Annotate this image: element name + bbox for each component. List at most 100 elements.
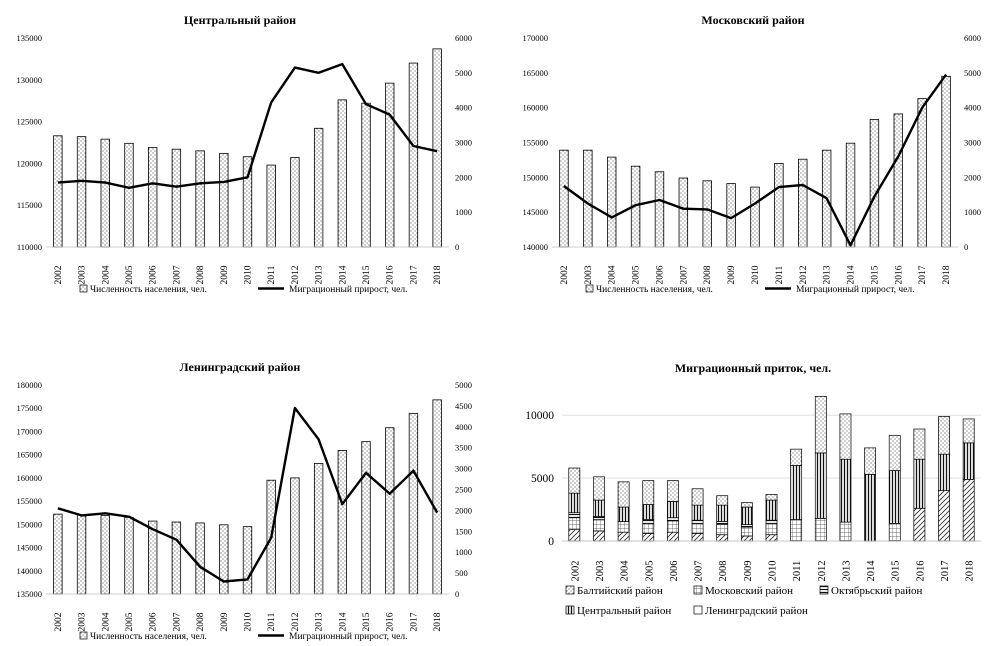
x-tick-label: 2009 [727,265,737,284]
population-bar [313,127,324,248]
stacked-bar-segment [790,519,803,542]
x-tick-label: 2014 [847,265,857,284]
x-tick-label: 2010 [751,265,761,284]
legend-swatch [819,585,829,595]
x-tick-label: 2014 [338,265,348,284]
x-tick-label: 2002 [54,612,64,631]
population-bar [337,99,347,248]
stacked-bar-segment [691,533,704,542]
y-left-tick-label: 150000 [523,172,549,182]
x-tick-label: 2007 [172,265,182,284]
y-right-tick-label: 3000 [455,138,472,148]
legend-label: Миграционный прирост, чел. [289,631,408,642]
chart-title: Ленинградский район [180,360,301,374]
x-tick-label: 2009 [220,265,230,284]
population-bar [750,186,760,248]
y-right-tick-label: 1000 [964,207,981,217]
population-bar [148,520,158,595]
x-tick-label: 2002 [560,265,570,284]
stacked-bar-segment [814,395,827,454]
stacked-bar-segment [593,530,605,542]
legend-label: Миграционный прирост, чел. [289,284,408,295]
y-right-tick-label: 0 [455,242,459,252]
y-right-tick-label: 1000 [455,547,472,557]
y-left-tick-label: 140000 [523,242,549,252]
x-tick-label: 2003 [78,265,88,284]
population-bar [774,162,784,248]
x-tick-label: 2014 [338,612,348,631]
y-left-tick-label: 135000 [17,33,43,43]
x-tick-label: 2010 [244,612,254,631]
stacked-bar-segment [617,506,630,522]
population-bar [408,412,419,595]
population-bar [219,152,229,248]
stacked-bar-segment [667,501,679,519]
stacked-bar-segment [642,480,655,505]
population-bar [654,171,665,248]
y-right-tick-label: 4500 [455,401,472,411]
population-bar [432,399,442,595]
x-tick-label: 2011 [267,612,277,631]
stacked-bar-segment [740,502,753,508]
legend-swatch-bars [79,631,88,640]
population-bar [148,147,158,248]
population-bar [171,148,182,248]
x-tick-label: 2006 [669,561,680,582]
stacked-bar-segment [593,519,605,532]
stacked-bar-segment [839,413,852,460]
x-tick-label: 2008 [196,265,206,284]
stacked-bar-segment [667,520,679,533]
y-left-tick-label: 140000 [17,566,43,576]
migration-line [57,406,439,583]
stacked-bar-segment [568,529,581,542]
stacked-bar-segment [568,512,581,519]
x-tick-label: 2018 [942,265,952,284]
stacked-bar-segment [765,494,778,501]
stacked-bar-segment [740,524,753,528]
x-tick-label: 2008 [196,612,206,631]
population-bar [845,142,856,248]
stacked-bar-segment [593,516,605,520]
population-bar [702,180,712,248]
population-bar [124,142,134,248]
y-right-tick-label: 3500 [455,443,472,453]
stacked-bar-segment [617,531,630,542]
x-tick-label: 2007 [679,265,689,284]
x-tick-label: 2012 [817,561,828,582]
stacked-bar-segment [740,506,753,525]
stacked-bar-segment [888,434,901,471]
stacked-bar-segment [642,504,655,520]
population-bar [678,177,689,248]
stacked-bar-segment [790,448,803,466]
legend-label: Численность населения, чел. [90,632,207,642]
x-tick-label: 2008 [703,265,713,284]
y-right-tick-label: 2000 [455,505,472,515]
y-left-tick-label: 110000 [17,242,42,252]
y-left-tick-label: 155000 [17,496,43,506]
population-bar [798,158,808,248]
stacked-bar-segment [642,523,655,534]
y-right-tick-label: 500 [455,568,468,578]
x-tick-label: 2004 [101,265,111,284]
population-bar [124,516,134,595]
chart-panel-1: Московский район 140000 145000 150000 155000… [523,13,982,295]
population-bar [53,513,63,595]
y-left-tick-label: 180000 [17,380,43,390]
y-right-tick-label: 1500 [455,526,472,536]
legend-label: Октябрьский район [831,585,922,597]
stacked-bar-segment [568,517,581,531]
x-tick-label: 2015 [362,265,372,284]
y-left-tick-label: 115000 [17,200,42,210]
population-bar [195,150,205,248]
y-tick-label: 0 [548,536,554,548]
x-tick-label: 2015 [891,561,902,582]
x-tick-label: 2006 [655,265,665,284]
legend-swatch [693,585,703,595]
y-left-tick-label: 175000 [17,403,43,413]
y-right-tick-label: 4000 [964,103,981,113]
stacked-bar-segment [642,519,655,524]
legend-label: Ленинградский район [705,605,808,617]
y-tick-label: 5000 [531,473,554,485]
x-tick-label: 2005 [125,265,135,284]
